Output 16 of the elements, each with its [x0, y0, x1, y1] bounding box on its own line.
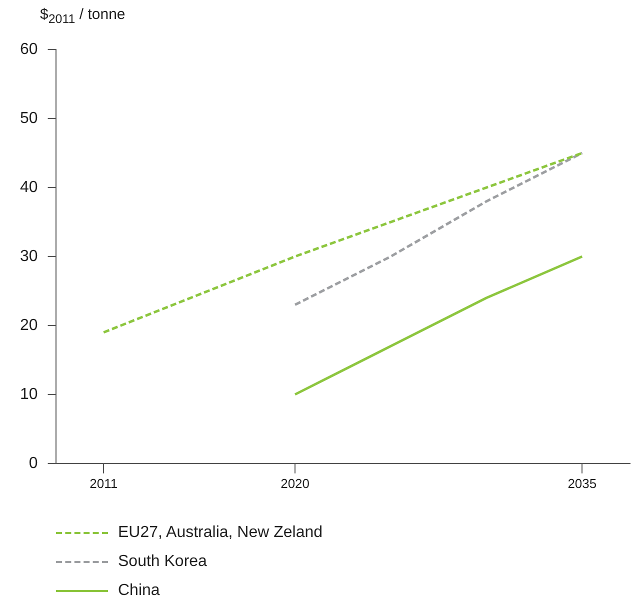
line-series — [294, 152, 584, 306]
x-tick-label: 2035 — [568, 476, 597, 491]
x-tick-label: 2020 — [280, 476, 310, 491]
y-tick-label: 10 — [20, 386, 38, 403]
y-tick-label: 30 — [20, 248, 38, 265]
y-tick-label: 20 — [20, 316, 38, 334]
line-series — [102, 152, 584, 334]
legend-label: China — [118, 582, 160, 600]
x-tick-label: 2011 — [90, 476, 118, 491]
y-tick-label: 40 — [20, 178, 38, 196]
y-axis-title: $$_{2011}$ / tonne — [40, 6, 126, 26]
legend-label: South Korea — [118, 552, 207, 570]
y-tick-label: 50 — [20, 110, 38, 127]
y-tick-label: 60 — [20, 41, 38, 58]
y-tick-label: 0 — [28, 454, 38, 472]
legend-label: EU27, Australia, New Zeland — [118, 524, 323, 542]
